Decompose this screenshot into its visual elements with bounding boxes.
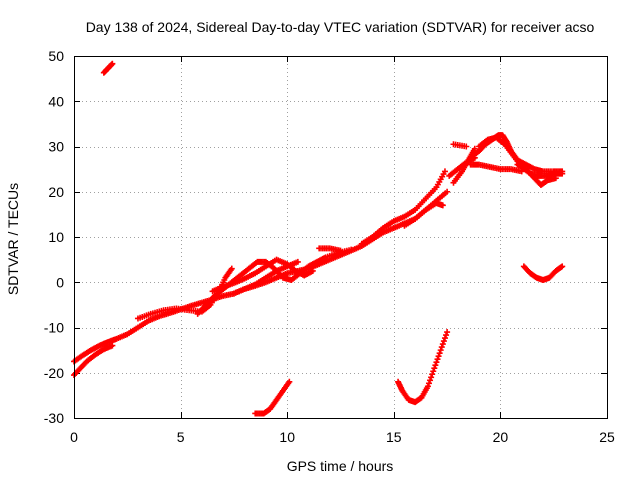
data-point bbox=[552, 175, 559, 182]
data-point bbox=[286, 378, 293, 385]
y-tick-label: -30 bbox=[44, 410, 64, 426]
series-arc-b bbox=[71, 342, 116, 379]
data-point bbox=[441, 168, 448, 175]
y-tick-label: 50 bbox=[48, 48, 64, 64]
chart-title: Day 138 of 2024, Sidereal Day-to-day VTE… bbox=[86, 19, 595, 35]
data-point bbox=[437, 347, 444, 354]
data-point bbox=[438, 344, 445, 351]
data-point bbox=[348, 246, 355, 253]
data-point bbox=[431, 365, 438, 372]
y-tick-label: 0 bbox=[56, 274, 64, 290]
series-arc-f bbox=[209, 256, 316, 295]
series-arc-p bbox=[467, 161, 525, 175]
plot-frame bbox=[74, 56, 608, 419]
y-axis-label: SDTVAR / TECUs bbox=[5, 183, 21, 295]
x-tick-label: 25 bbox=[599, 429, 615, 445]
x-tick-label: 20 bbox=[493, 429, 509, 445]
data-point bbox=[432, 362, 439, 369]
series-arc-m bbox=[450, 141, 470, 150]
data-point bbox=[436, 350, 443, 357]
x-tick-label: 0 bbox=[70, 429, 78, 445]
series-arc-c bbox=[71, 188, 451, 365]
data-point bbox=[441, 335, 448, 342]
data-point bbox=[433, 359, 440, 366]
grid bbox=[74, 56, 607, 418]
x-tick-label: 10 bbox=[279, 429, 295, 445]
series-arc-g bbox=[230, 258, 301, 297]
data-point bbox=[435, 353, 442, 360]
x-tick-label: 15 bbox=[386, 429, 402, 445]
data-point bbox=[443, 332, 450, 339]
data-point bbox=[228, 265, 235, 272]
series-arc-q bbox=[514, 161, 559, 188]
y-tick-label: 40 bbox=[48, 93, 64, 109]
data-point bbox=[427, 377, 434, 384]
data-point bbox=[109, 60, 116, 67]
data-point bbox=[430, 368, 437, 375]
data-point bbox=[425, 380, 432, 387]
y-tick-label: -10 bbox=[44, 320, 64, 336]
data-point bbox=[429, 371, 436, 378]
data-point bbox=[294, 258, 301, 265]
data-point bbox=[434, 356, 441, 363]
x-axis-label: GPS time / hours bbox=[287, 458, 394, 474]
series-arc-t bbox=[395, 329, 451, 406]
series-arc-e bbox=[194, 246, 355, 317]
y-tick-label: 10 bbox=[48, 229, 64, 245]
series-arc-s bbox=[252, 378, 293, 417]
data-point bbox=[471, 145, 478, 152]
data-point bbox=[559, 263, 566, 270]
data-point bbox=[439, 202, 446, 209]
series-arc-j bbox=[401, 200, 446, 229]
series-arc-r bbox=[520, 263, 566, 283]
series-arc-i bbox=[358, 168, 448, 247]
data-point bbox=[309, 267, 316, 274]
data-point bbox=[337, 247, 344, 254]
data-point bbox=[440, 338, 447, 345]
data-point bbox=[463, 143, 470, 150]
data-point bbox=[424, 383, 431, 390]
series-arc-a bbox=[100, 60, 116, 76]
series-arc-h bbox=[316, 245, 344, 254]
y-tick-label: 30 bbox=[48, 139, 64, 155]
data-point bbox=[428, 374, 435, 381]
data-point bbox=[439, 341, 446, 348]
data-point bbox=[444, 329, 451, 336]
data-point bbox=[444, 188, 451, 195]
data-points bbox=[71, 60, 566, 417]
axis-ticks: 0 5 10 15 20 25 50 40 30 20 10 0 -10 -20 -30 bbox=[44, 48, 615, 445]
x-tick-label: 5 bbox=[177, 429, 185, 445]
y-tick-label: -20 bbox=[44, 365, 64, 381]
y-tick-label: 20 bbox=[48, 184, 64, 200]
data-point bbox=[559, 170, 566, 177]
data-point bbox=[109, 342, 116, 349]
